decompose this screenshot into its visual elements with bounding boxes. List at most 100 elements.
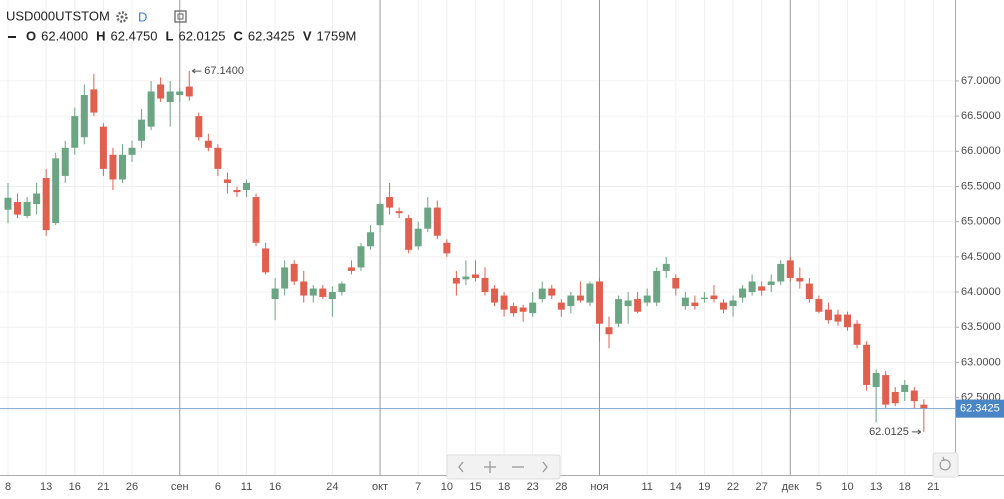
- candle-body: [500, 295, 508, 310]
- candle-body: [491, 288, 499, 303]
- candle-body: [910, 390, 918, 402]
- y-tick-label: 65.5000: [961, 180, 1001, 192]
- candle-body: [643, 295, 651, 303]
- scroll-left-button[interactable]: [458, 461, 464, 473]
- candle-body: [328, 292, 336, 300]
- candle-body: [90, 89, 98, 113]
- last-price-box: [956, 399, 1004, 418]
- x-tick-label: сен: [171, 481, 189, 493]
- candle-body: [319, 288, 327, 297]
- candle-body: [662, 263, 670, 271]
- x-tick-label: дек: [782, 481, 800, 493]
- candle-body: [576, 295, 584, 301]
- reset-button[interactable]: [932, 452, 959, 478]
- last-price-label: 62.3425: [960, 403, 1000, 415]
- y-tick-label: 67.0000: [961, 75, 1001, 87]
- candle-body: [538, 288, 546, 300]
- candle-body: [376, 204, 384, 226]
- candle-body: [99, 126, 107, 169]
- x-tick-label: 13: [870, 481, 882, 493]
- y-tick-label: 63.5000: [961, 321, 1001, 333]
- settings-icon[interactable]: [116, 11, 128, 23]
- candle-body: [128, 147, 136, 155]
- y-tick-label: 64.0000: [961, 286, 1001, 298]
- candle-body: [14, 201, 22, 215]
- candle-body: [700, 297, 708, 300]
- candle-body: [519, 307, 527, 312]
- candle-body: [471, 274, 479, 278]
- candle-body: [138, 119, 146, 141]
- scroll-right-button[interactable]: [542, 461, 548, 473]
- candle-body: [796, 277, 804, 282]
- x-tick-label: 10: [441, 481, 453, 493]
- x-tick-label: 5: [816, 481, 822, 493]
- candle-body: [786, 260, 794, 278]
- candle-body: [243, 182, 250, 190]
- candle-body: [634, 299, 642, 312]
- low-label: 62.0125: [869, 426, 909, 438]
- x-tick-label: 16: [69, 481, 81, 493]
- candle-body: [42, 178, 50, 231]
- candle-body: [309, 288, 317, 296]
- candle-body: [510, 306, 518, 314]
- x-tick-label: окт: [372, 481, 388, 493]
- x-tick-label: 21: [97, 481, 109, 493]
- candle-body: [61, 147, 69, 176]
- x-tick-label: 26: [126, 481, 138, 493]
- x-tick-label: 11: [241, 481, 252, 493]
- candle-body: [452, 277, 460, 284]
- candle-body: [615, 299, 623, 324]
- candle-body: [262, 248, 270, 273]
- candle-body: [844, 314, 852, 328]
- legend-key: V: [303, 28, 312, 43]
- candle-body: [748, 281, 756, 293]
- candle-body: [386, 197, 394, 208]
- candle-body: [195, 116, 203, 138]
- y-tick-label: 64.5000: [961, 251, 1001, 263]
- candle-body: [834, 314, 842, 322]
- candle-body: [681, 297, 689, 307]
- high-label: 67.1400: [204, 65, 244, 77]
- x-tick-label: 13: [40, 481, 52, 493]
- candle-body: [300, 281, 308, 296]
- interval[interactable]: D: [138, 9, 147, 24]
- candle-body: [824, 309, 832, 321]
- legend-value: 62.4000: [41, 28, 88, 43]
- zoom-in-button[interactable]: [484, 461, 496, 473]
- candle-body: [433, 207, 441, 236]
- candle-body: [347, 267, 355, 271]
- candle-body: [214, 147, 222, 169]
- x-tick-label: 10: [841, 481, 853, 493]
- candle-body: [720, 302, 727, 310]
- legend-key: O: [26, 28, 36, 43]
- x-tick-label: 21: [927, 481, 939, 493]
- candle-body: [481, 277, 489, 293]
- y-tick-label: 63.0000: [961, 356, 1001, 368]
- x-tick-label: 18: [498, 481, 510, 493]
- candle-body: [729, 300, 737, 307]
- candle-body: [204, 140, 212, 148]
- candle-body: [338, 283, 346, 293]
- candle-body: [357, 246, 365, 268]
- candle-body: [805, 283, 813, 300]
- candle-body: [271, 288, 279, 300]
- low-arrow: [911, 429, 922, 435]
- symbol[interactable]: USD000UTSTOM: [6, 8, 110, 23]
- candle-body: [557, 302, 565, 310]
- compare-icon[interactable]: [174, 10, 187, 23]
- candle-body: [109, 154, 117, 180]
- candle-body: [853, 323, 861, 345]
- candle-body: [176, 91, 184, 95]
- x-tick-label: ноя: [590, 481, 608, 493]
- candle-body: [710, 295, 718, 300]
- candle-body: [863, 344, 871, 385]
- candle-body: [920, 404, 928, 409]
- candle-body: [815, 299, 823, 312]
- candle-body: [405, 218, 413, 250]
- x-tick-label: 23: [527, 481, 539, 493]
- zoom-controls: [446, 454, 561, 480]
- candle-body: [33, 193, 41, 205]
- candle-body: [691, 302, 699, 307]
